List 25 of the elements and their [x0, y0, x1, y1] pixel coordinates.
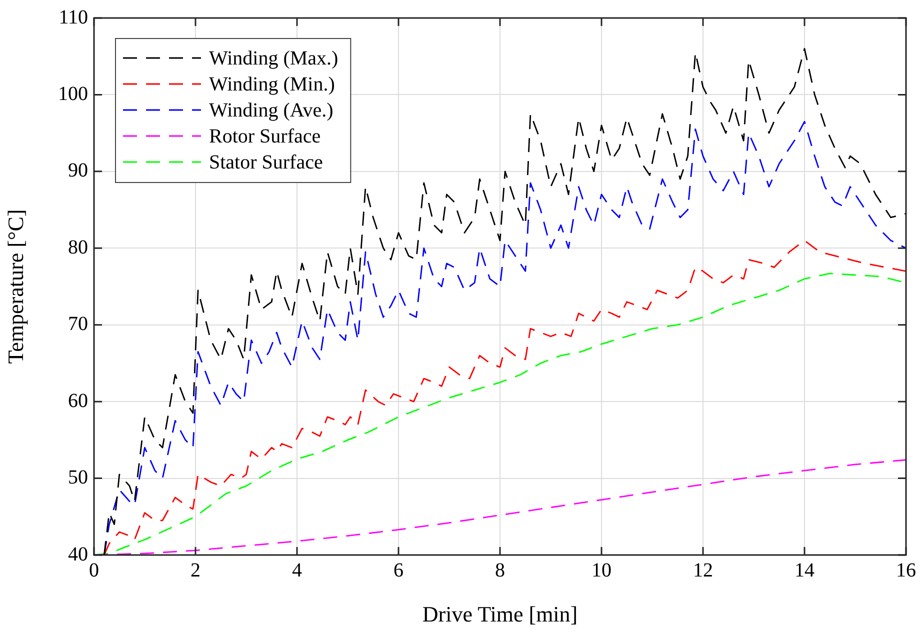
y-tick-label: 40 — [68, 543, 88, 566]
x-tick-label: 14 — [794, 559, 814, 582]
x-tick-label: 0 — [89, 559, 99, 582]
x-axis-title: Drive Time [min] — [422, 602, 578, 627]
y-tick-label: 50 — [68, 466, 88, 489]
legend-label: Winding (Max.) — [209, 47, 338, 70]
x-tick-label: 6 — [394, 559, 404, 582]
line-series — [94, 459, 906, 555]
x-tick-label: 10 — [592, 559, 612, 582]
legend-label: Winding (Min.) — [209, 73, 335, 96]
y-tick-label: 80 — [68, 236, 88, 258]
x-tick-label: 8 — [495, 559, 505, 582]
x-tick-label: 16 — [896, 559, 916, 582]
y-tick-label: 70 — [68, 313, 88, 336]
legend-label: Winding (Ave.) — [209, 99, 334, 122]
y-tick-label: 60 — [68, 390, 88, 412]
x-tick-label: 2 — [190, 559, 200, 582]
x-tick-label: 4 — [292, 559, 302, 582]
y-tick-label: 90 — [68, 160, 88, 182]
y-axis-title: Temperature [°C] — [2, 209, 28, 364]
y-tick-label: 110 — [58, 6, 88, 28]
x-tick-label: 12 — [693, 559, 713, 582]
y-tick-label: 100 — [58, 82, 88, 105]
legend-label: Stator Surface — [209, 151, 323, 174]
legend-label: Rotor Surface — [209, 125, 321, 148]
